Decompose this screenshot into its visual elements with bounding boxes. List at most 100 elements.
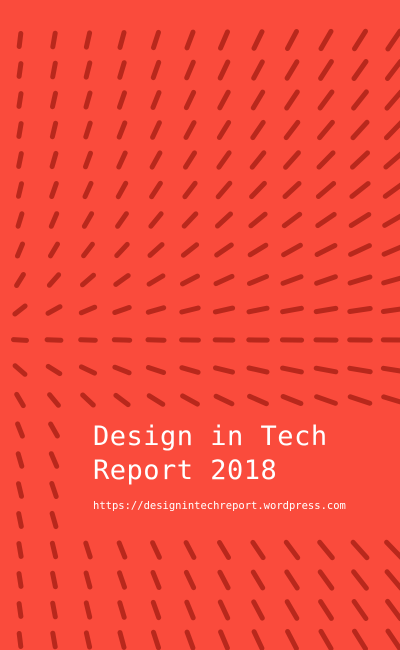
- dash-mark: [180, 273, 200, 287]
- dash-mark: [285, 29, 299, 51]
- dash-mark: [385, 628, 400, 650]
- dash-mark: [117, 630, 127, 650]
- dash-mark: [83, 630, 93, 650]
- dash-mark: [184, 59, 196, 81]
- dash-mark: [113, 392, 131, 408]
- dash-mark: [183, 89, 197, 111]
- dash-mark: [348, 243, 372, 257]
- dash-mark: [317, 539, 335, 561]
- dash-mark: [250, 119, 266, 141]
- dash-mark: [12, 303, 28, 317]
- dash-mark: [117, 570, 127, 590]
- dash-mark: [83, 30, 93, 50]
- dash-mark: [313, 305, 339, 315]
- dash-mark: [112, 364, 132, 376]
- dash-mark: [347, 274, 373, 286]
- dash-mark: [380, 365, 400, 374]
- dash-mark: [16, 601, 24, 619]
- dash-mark: [183, 569, 197, 591]
- dash-mark: [117, 60, 127, 80]
- dash-mark: [145, 365, 167, 375]
- dash-mark: [218, 629, 230, 650]
- dash-mark: [113, 273, 131, 287]
- report-url: https://designintechreport.wordpress.com: [93, 500, 346, 512]
- dash-mark: [50, 630, 58, 650]
- dash-mark: [350, 539, 370, 561]
- dash-mark: [50, 90, 58, 110]
- dash-mark: [251, 629, 265, 650]
- dash-mark: [145, 305, 167, 315]
- dash-mark: [248, 211, 268, 229]
- dash-mark: [250, 539, 266, 561]
- dash-mark: [150, 540, 162, 560]
- dash-mark: [280, 305, 304, 315]
- dash-mark: [82, 180, 94, 200]
- dash-mark: [216, 150, 232, 170]
- dash-mark: [48, 241, 60, 259]
- dash-mark: [81, 241, 95, 259]
- dash-mark: [80, 392, 96, 408]
- dash-mark: [16, 631, 24, 649]
- dash-mark: [180, 242, 200, 258]
- dash-mark: [282, 181, 302, 199]
- dash-mark: [281, 211, 303, 229]
- dash-mark: [116, 540, 128, 560]
- dash-mark: [12, 363, 28, 377]
- dash-mark: [385, 59, 400, 81]
- dash-mark: [83, 120, 93, 140]
- dash-mark: [115, 180, 129, 200]
- dash-mark: [215, 180, 233, 200]
- dash-mark: [250, 569, 266, 591]
- dash-mark: [47, 392, 61, 408]
- dash-mark: [184, 629, 196, 650]
- dash-mark: [11, 337, 29, 343]
- dash-mark: [179, 305, 201, 315]
- dash-mark: [117, 30, 127, 50]
- dash-mark: [217, 599, 231, 621]
- dash-mark: [313, 365, 339, 375]
- report-title-line-2: Report 2018: [93, 455, 278, 486]
- dash-mark: [215, 211, 233, 229]
- dash-mark: [150, 570, 162, 590]
- dash-mark: [112, 305, 132, 315]
- dash-mark: [285, 629, 299, 650]
- dash-mark: [314, 274, 338, 286]
- dash-mark: [351, 59, 369, 81]
- dash-mark: [150, 599, 162, 621]
- dash-mark: [318, 599, 334, 621]
- dash-mark: [15, 211, 25, 229]
- dash-mark: [117, 90, 127, 110]
- dash-mark: [314, 394, 338, 406]
- dash-mark: [116, 150, 128, 170]
- dash-mark: [318, 628, 334, 650]
- dash-mark: [318, 59, 334, 81]
- dash-mark: [249, 150, 267, 170]
- dash-mark: [352, 28, 368, 52]
- dash-mark: [283, 150, 301, 170]
- dash-mark: [16, 121, 24, 139]
- dash-mark: [317, 569, 335, 591]
- dash-mark: [382, 182, 400, 199]
- dash-mark: [117, 600, 127, 620]
- dash-mark: [83, 60, 93, 80]
- dash-mark: [385, 28, 400, 52]
- dash-mark: [46, 272, 62, 288]
- dash-mark: [247, 242, 269, 258]
- dash-mark: [14, 391, 26, 409]
- dash-mark: [347, 394, 373, 406]
- dash-mark: [83, 150, 93, 170]
- dash-mark: [315, 181, 337, 199]
- dash-mark: [149, 150, 163, 170]
- dash-mark: [14, 272, 26, 288]
- dash-mark: [182, 180, 198, 200]
- dash-mark: [146, 393, 166, 407]
- dash-mark: [381, 394, 400, 405]
- dash-mark: [183, 120, 197, 140]
- dash-mark: [16, 181, 24, 199]
- dash-mark: [316, 150, 336, 170]
- dash-mark: [213, 273, 235, 287]
- dash-mark: [384, 539, 400, 560]
- dash-mark: [284, 599, 300, 621]
- dash-mark: [380, 306, 400, 314]
